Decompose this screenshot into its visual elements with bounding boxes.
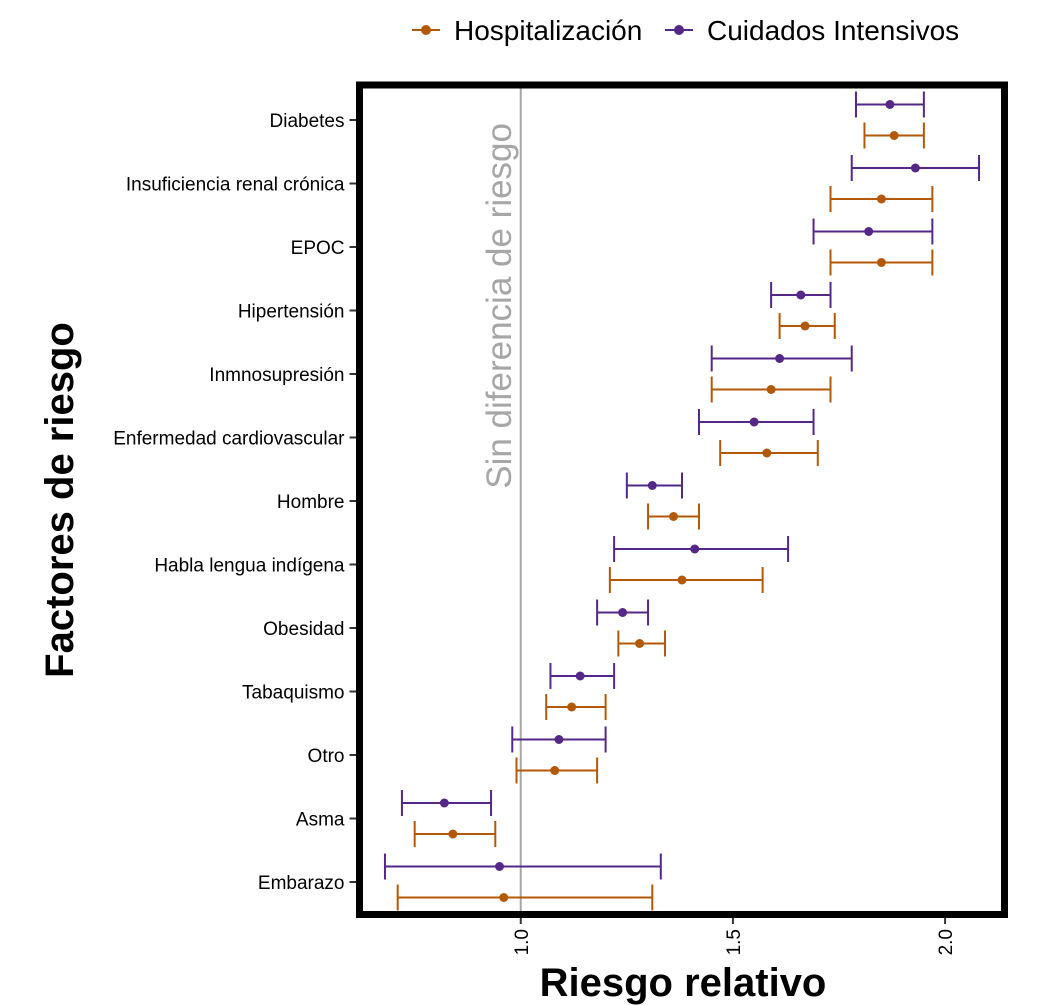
point-cuidados-intensivos-otro [554, 735, 564, 744]
y-axis: Diabetes Insuficiencia renal crónica EPOC H… [113, 111, 357, 894]
point-hospitalizacion-insuficiencia-renal-cronica [876, 194, 886, 204]
x-axis: 1.0 1.5 2.0 [512, 917, 957, 955]
y-tick-label-hombre: Hombre [277, 492, 345, 513]
errorbar-hospitalizacion-inmnosupresion [710, 376, 832, 403]
errorbar-cuidados-intensivos-hipertension [770, 282, 832, 308]
point-cuidados-intensivos-hipertension [796, 290, 806, 300]
errorbar-cuidados-intensivos-inmnosupresion [710, 345, 853, 372]
x-tick-label-2.0: 2.0 [936, 929, 957, 955]
point-hospitalizacion-hipertension [800, 321, 810, 331]
errorbar-hospitalizacion-enfermedad-cardiovascular [719, 440, 819, 466]
errorbar-cuidados-intensivos-tabaquismo [549, 663, 616, 689]
y-tick-label-habla-lengua-indigena: Habla lengua indígena [154, 556, 345, 577]
point-hospitalizacion-inmnosupresion [766, 385, 776, 394]
point-hospitalizacion-enfermedad-cardiovascular [762, 448, 772, 458]
legend-label-hospitalizacion: Hospitalización [454, 15, 642, 46]
errorbar-cuidados-intensivos-diabetes [854, 91, 925, 118]
point-hospitalizacion-otro [550, 766, 560, 775]
errorbar-hospitalizacion-insuficiencia-renal-cronica [829, 186, 934, 212]
legend-swatch-dot-hospitalizacion [421, 25, 431, 35]
errorbar-hospitalizacion-embarazo [396, 884, 654, 911]
point-cuidados-intensivos-inmnosupresion [775, 354, 785, 363]
x-axis-title: Riesgo relativo [540, 961, 827, 1005]
errorbar-cuidados-intensivos-insuficiencia-renal-cronica [850, 155, 981, 181]
errorbar-hospitalizacion-tabaquismo [545, 694, 607, 720]
errorbar-cuidados-intensivos-enfermedad-cardiovascular [697, 409, 815, 435]
errorbar-cuidados-intensivos-asma [400, 790, 493, 816]
legend-swatch-dot-cuidados-intensivos [674, 25, 684, 35]
y-tick-label-diabetes: Diabetes [270, 111, 345, 132]
errorbar-hospitalizacion-asma [413, 821, 497, 847]
y-tick-label-enfermedad-cardiovascular: Enfermedad cardiovascular [113, 429, 345, 450]
errorbar-cuidados-intensivos-habla-lengua-indigena [613, 536, 790, 562]
point-cuidados-intensivos-habla-lengua-indigena [690, 544, 700, 554]
point-cuidados-intensivos-asma [439, 798, 449, 808]
errorbar-hospitalizacion-epoc [829, 249, 934, 276]
point-cuidados-intensivos-diabetes [885, 100, 895, 109]
y-tick-label-otro: Otro [308, 746, 345, 767]
errorbar-cuidados-intensivos-hombre [625, 472, 683, 499]
errorbar-hospitalizacion-hombre [647, 503, 700, 530]
y-tick-label-obesidad: Obesidad [263, 619, 344, 640]
point-hospitalizacion-embarazo [499, 893, 509, 902]
y-tick-label-hipertension: Hipertensión [238, 302, 345, 323]
point-hospitalizacion-obesidad [635, 639, 645, 648]
point-cuidados-intensivos-epoc [864, 227, 874, 236]
errorbar-cuidados-intensivos-obesidad [596, 599, 650, 626]
x-tick-label-1.5: 1.5 [724, 929, 745, 955]
point-cuidados-intensivos-enfermedad-cardiovascular [749, 417, 759, 427]
legend-label-cuidados-intensivos: Cuidados Intensivos [707, 15, 959, 46]
point-hospitalizacion-asma [448, 829, 458, 839]
y-tick-label-inmnosupresion: Inmnosupresión [209, 365, 344, 386]
point-cuidados-intensivos-hombre [647, 481, 657, 490]
point-cuidados-intensivos-insuficiencia-renal-cronica [910, 163, 920, 173]
y-tick-label-epoc: EPOC [291, 238, 345, 259]
point-hospitalizacion-tabaquismo [567, 702, 577, 712]
point-hospitalizacion-epoc [876, 258, 886, 267]
point-cuidados-intensivos-tabaquismo [575, 671, 585, 681]
y-tick-label-insuficiencia-renal-cronica: Insuficiencia renal crónica [126, 175, 345, 196]
y-tick-label-tabaquismo: Tabaquismo [242, 683, 344, 704]
reference-line-label: Sin diferencia de riesgo [480, 123, 519, 489]
point-cuidados-intensivos-embarazo [495, 862, 505, 871]
data-marks [383, 91, 981, 911]
x-tick-label-1.0: 1.0 [512, 929, 533, 955]
y-axis-title: Factores de riesgo [38, 322, 82, 678]
point-hospitalizacion-hombre [669, 512, 679, 521]
errorbar-cuidados-intensivos-epoc [812, 218, 934, 245]
y-tick-label-asma: Asma [296, 810, 345, 831]
errorbar-cuidados-intensivos-embarazo [383, 853, 662, 880]
point-cuidados-intensivos-obesidad [618, 608, 628, 617]
errorbar-cuidados-intensivos-otro [511, 726, 607, 753]
y-tick-label-embarazo: Embarazo [258, 873, 345, 894]
errorbar-hospitalizacion-otro [515, 757, 599, 784]
point-hospitalizacion-habla-lengua-indigena [677, 575, 687, 585]
legend: Hospitalización Cuidados Intensivos [412, 15, 959, 46]
errorbar-hospitalizacion-habla-lengua-indigena [608, 567, 764, 593]
errorbar-hospitalizacion-diabetes [863, 122, 925, 149]
point-hospitalizacion-diabetes [889, 131, 899, 140]
errorbar-hospitalizacion-obesidad [617, 630, 667, 657]
panel-border [356, 81, 1008, 918]
errorbar-hospitalizacion-hipertension [778, 313, 836, 339]
